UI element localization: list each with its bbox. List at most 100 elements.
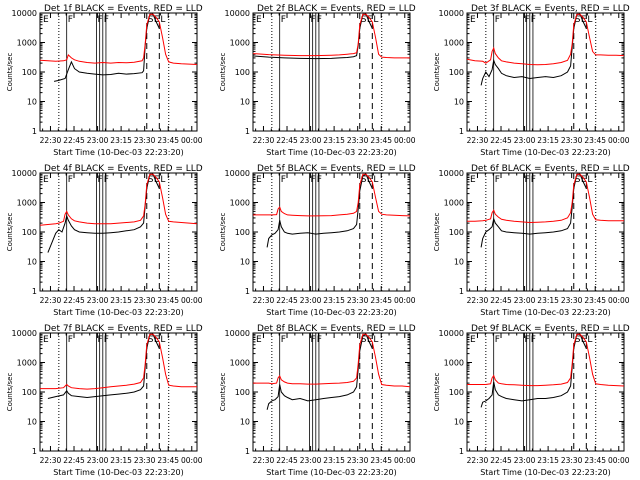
x-tick-label: 23:30 [347, 296, 369, 305]
y-axis-label: Counts/sec [219, 213, 227, 252]
plot-frame [39, 332, 198, 452]
y-tick-label: 1000 [17, 359, 37, 368]
x-axis-label: Start Time (10-Dec-03 22:23:20) [480, 308, 611, 317]
x-tick-label: 22:45 [276, 296, 298, 305]
y-tick-label: 1 [32, 447, 37, 456]
y-tick-label: 1 [245, 287, 250, 296]
marker-label-l: L [587, 175, 592, 185]
x-tick-label: 23:15 [323, 456, 345, 465]
series-line-lld [253, 13, 410, 59]
panel-det-9: Det 9f BLACK = Events, RED = LLD Counts/s… [433, 324, 630, 477]
x-axis-label: Start Time (10-Dec-03 22:23:20) [266, 308, 397, 317]
x-tick-label: 23:30 [561, 296, 583, 305]
x-axis-label: Start Time (10-Dec-03 22:23:20) [480, 148, 611, 157]
x-tick-label: 23:15 [110, 136, 132, 145]
x-tick-label: 23:15 [537, 296, 559, 305]
y-tick-label: 100 [449, 228, 464, 237]
y-tick-label: 10000 [225, 329, 250, 338]
panel-title: Det 9f BLACK = Events, RED = LLD [471, 324, 630, 334]
y-tick-label: 1000 [230, 39, 250, 48]
marker-label-f: F [311, 15, 316, 25]
panel-det-5: Det 5f BLACK = Events, RED = LLD Counts/s… [219, 164, 416, 317]
marker-label-l: L [373, 175, 378, 185]
x-tick-label: 23:00 [514, 296, 536, 305]
series-line-events [480, 333, 587, 408]
y-axis-label: Counts/sec [433, 53, 441, 92]
marker-label-e: E [154, 15, 160, 25]
marker-label-f: F [531, 335, 536, 345]
panel-det-8: Det 8f BLACK = Events, RED = LLD Counts/s… [219, 324, 416, 477]
y-tick-label: 10000 [225, 169, 250, 178]
marker-label-e: E [581, 175, 587, 185]
y-axis-label: Counts/sec [6, 373, 14, 412]
y-tick-label: 1 [32, 287, 37, 296]
marker-label-e: E [367, 175, 373, 185]
x-tick-label: 22:45 [63, 296, 85, 305]
marker-label-f: F [311, 175, 316, 185]
x-tick-label: 23:00 [300, 136, 322, 145]
x-tick-label: 22:45 [63, 136, 85, 145]
series-line-events [47, 333, 160, 399]
marker-label-f: F [281, 175, 286, 185]
marker-label-f: F [104, 335, 109, 345]
y-tick-label: 100 [235, 388, 250, 397]
x-tick-label: 22:45 [490, 296, 512, 305]
x-tick-label: 23:15 [537, 136, 559, 145]
marker-label-s: S [148, 15, 154, 25]
series-line-lld [467, 333, 624, 387]
y-axis-label: Counts/sec [433, 213, 441, 252]
marker-label-e: E [43, 335, 49, 345]
marker-label-f: F [525, 335, 530, 345]
series-line-events [266, 173, 373, 248]
x-tick-label: 23:30 [134, 136, 156, 145]
marker-label-f: F [104, 15, 109, 25]
marker-label-f: F [98, 15, 103, 25]
x-tick-label: 22:30 [467, 296, 489, 305]
y-axis-label: Counts/sec [6, 53, 14, 92]
marker-label-s: S [148, 175, 154, 185]
x-tick-label: 22:45 [63, 456, 85, 465]
marker-label-s: S [575, 335, 581, 345]
y-tick-label: 1 [459, 287, 464, 296]
x-tick-label: 23:45 [584, 136, 606, 145]
plot-frame [466, 332, 625, 452]
marker-label-e: E [256, 175, 262, 185]
y-tick-label: 10000 [439, 169, 464, 178]
marker-label-f: F [98, 175, 103, 185]
y-tick-label: 10000 [225, 9, 250, 18]
y-tick-label: 1 [459, 127, 464, 136]
y-tick-label: 1000 [444, 199, 464, 208]
marker-label-s: S [575, 15, 581, 25]
marker-label-l: L [160, 175, 165, 185]
y-tick-label: 10000 [12, 169, 37, 178]
x-tick-label: 22:45 [276, 136, 298, 145]
panel-det-1: Det 1f BLACK = Events, RED = LLD Counts/s… [6, 4, 203, 157]
series-line-events [53, 13, 160, 82]
y-axis-label: Counts/sec [219, 373, 227, 412]
x-tick-label: 23:30 [347, 136, 369, 145]
x-tick-label: 23:30 [134, 296, 156, 305]
marker-label-l: L [587, 15, 592, 25]
x-tick-label: 23:30 [561, 136, 583, 145]
panel-title: Det 2f BLACK = Events, RED = LLD [257, 4, 416, 14]
marker-label-f: F [311, 335, 316, 345]
marker-label-f: F [525, 175, 530, 185]
panel-title: Det 5f BLACK = Events, RED = LLD [257, 164, 416, 174]
x-axis-label: Start Time (10-Dec-03 22:23:20) [53, 468, 184, 477]
x-tick-label: 23:00 [300, 456, 322, 465]
x-tick-label: 23:00 [87, 136, 109, 145]
x-tick-label: 22:30 [253, 136, 275, 145]
series-line-events [47, 173, 160, 253]
y-tick-label: 10000 [439, 9, 464, 18]
x-tick-label: 23:45 [370, 456, 392, 465]
x-tick-label: 23:15 [110, 456, 132, 465]
x-tick-label: 23:45 [157, 136, 179, 145]
y-tick-label: 10 [240, 418, 250, 427]
y-tick-label: 1 [32, 127, 37, 136]
marker-label-f: F [104, 175, 109, 185]
x-tick-label: 00:00 [394, 456, 416, 465]
marker-label-l: L [373, 335, 378, 345]
marker-label-s: S [361, 175, 367, 185]
marker-label-f: F [68, 175, 73, 185]
marker-label-s: S [148, 335, 154, 345]
